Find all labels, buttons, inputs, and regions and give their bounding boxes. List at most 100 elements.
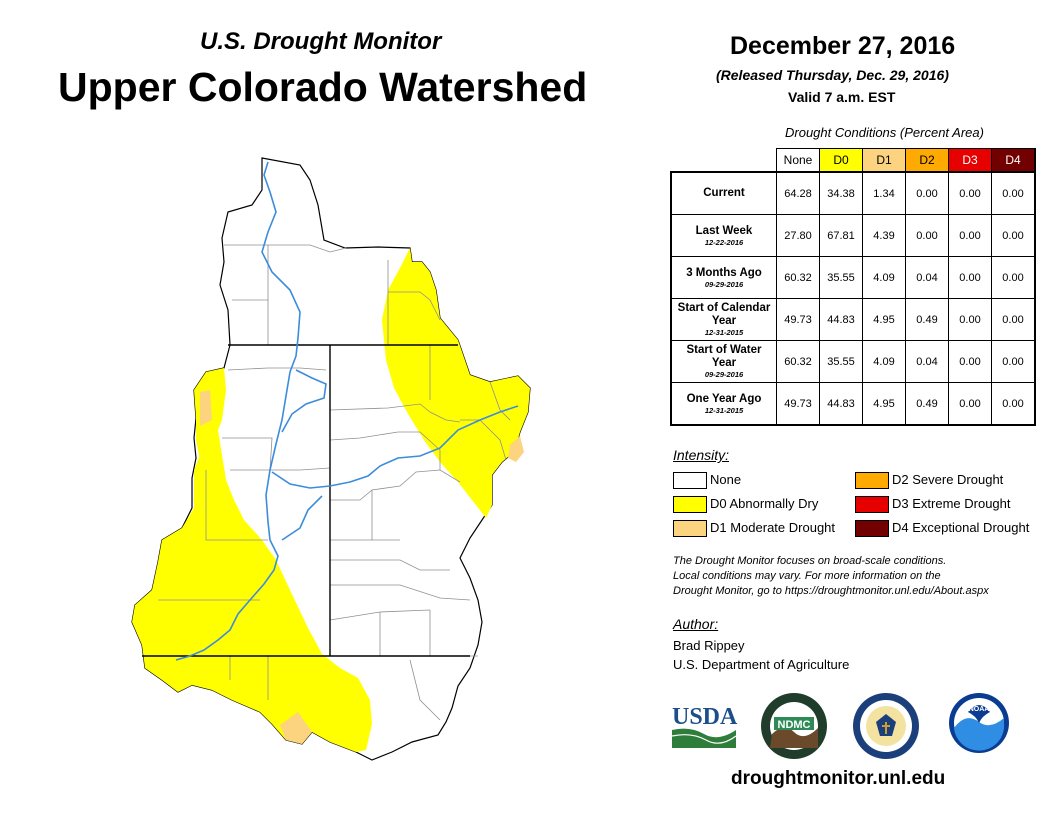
colorado-river [175, 161, 519, 661]
col-d2: D2 [905, 148, 949, 173]
table-cell: 4.39 [862, 214, 906, 257]
note-line-1: The Drought Monitor focuses on broad-sca… [673, 555, 947, 567]
note-line-2: Local conditions may vary. For more info… [673, 570, 941, 582]
svg-text:USDA: USDA [672, 704, 738, 730]
legend-swatch-d3 [855, 496, 889, 513]
table-cell: 44.83 [819, 382, 863, 426]
table-cell: 0.04 [905, 256, 949, 299]
col-d3: D3 [948, 148, 992, 173]
row-label-text: Start of Calendar Year [677, 302, 771, 327]
map-subtitle: U.S. Drought Monitor [200, 28, 442, 55]
table-cell: 0.00 [948, 340, 992, 383]
table-caption: Drought Conditions (Percent Area) [785, 125, 984, 140]
table-cell: 0.49 [905, 298, 949, 341]
table-cell: 0.00 [991, 214, 1036, 257]
table-cell: 0.00 [991, 171, 1036, 215]
row-label: 3 Months Ago 09-29-2016 [670, 256, 777, 299]
table-cell: 0.00 [991, 298, 1036, 341]
row-label-text: Start of Water Year [686, 344, 762, 369]
usda-logo: USDA [671, 704, 738, 748]
table-row: 3 Months Ago 09-29-2016 60.32 35.55 4.09 0.04… [670, 256, 1036, 299]
row-label: Start of Calendar Year 12-31-2015 [670, 298, 777, 341]
table-cell: 4.09 [862, 256, 906, 299]
row-date: 12-22-2016 [704, 237, 744, 247]
table-cell: 0.00 [948, 382, 992, 426]
map-date: December 27, 2016 [730, 32, 956, 60]
row-label-text: Current [703, 187, 745, 199]
table-cell: 60.32 [776, 340, 820, 383]
table-cell: 4.09 [862, 340, 906, 383]
table-row: Start of Calendar Year 12-31-2015 49.73 44.… [670, 298, 1036, 341]
table-cell: 4.95 [862, 298, 906, 341]
row-label: Current [670, 171, 777, 215]
row-date: 12-31-2015 [704, 328, 744, 337]
table-cell: 0.00 [991, 340, 1036, 383]
table-cell: 0.00 [991, 256, 1036, 299]
table-cell: 49.73 [776, 298, 820, 341]
state-lines [142, 344, 470, 657]
table-cell: 35.55 [819, 256, 863, 299]
legend-label-d4: D4 Exceptional Drought [892, 520, 1030, 535]
table-cell: 0.00 [905, 214, 949, 257]
table-cell: 1.34 [862, 171, 906, 215]
doc-seal-logo [853, 693, 919, 759]
table-cell: 27.80 [776, 214, 820, 257]
noaa-logo: NOAA [949, 693, 1009, 753]
legend-label-none: None [710, 472, 742, 487]
table-cell: 49.73 [776, 382, 820, 426]
footer-url[interactable]: droughtmonitor.unl.edu [731, 768, 946, 789]
legend-label-d3: D3 Extreme Drought [892, 496, 1011, 511]
table-row: Last Week 12-22-2016 27.80 67.81 4.39 0.00 0.0… [670, 214, 1036, 257]
svg-text:NOAA: NOAA [969, 706, 990, 713]
row-label: Start of Water Year 09-29-2016 [670, 340, 777, 383]
watershed-map [131, 157, 531, 761]
author-title: Author: [673, 616, 719, 632]
row-label: Last Week 12-22-2016 [670, 214, 777, 257]
table-cell: 0.04 [905, 340, 949, 383]
row-label-text: 3 Months Ago [686, 266, 762, 279]
info-note: The Drought Monitor focuses on broad-sca… [673, 554, 1043, 599]
table-cell: 4.95 [862, 382, 906, 426]
intensity-title: Intensity: [673, 447, 730, 463]
note-line-3: Drought Monitor, go to https://droughtmo… [673, 585, 989, 597]
col-d1: D1 [862, 148, 906, 173]
row-label-text: Last Week [695, 224, 753, 237]
row-date: 09-29-2016 [704, 370, 744, 379]
legend-label-d1: D1 Moderate Drought [710, 520, 836, 535]
table-cell: 0.00 [991, 382, 1036, 426]
table-row: One Year Ago 12-31-2015 49.73 44.83 4.95 0.49… [670, 382, 1036, 426]
legend-swatch-d2 [855, 472, 889, 489]
table-row: Current 64.28 34.38 1.34 0.00 0.00 0.00 [670, 171, 1036, 215]
legend-swatch-none [673, 472, 707, 489]
table-cell: 34.38 [819, 171, 863, 215]
d1-areas [200, 390, 524, 744]
row-label-text: One Year Ago [686, 392, 762, 405]
table-cell: 0.00 [948, 256, 992, 299]
legend-label-d0: D0 Abnormally Dry [710, 496, 819, 511]
map-title: Upper Colorado Watershed [58, 64, 588, 110]
table-cell: 64.28 [776, 171, 820, 215]
release-date: (Released Thursday, Dec. 29, 2016) [716, 67, 949, 83]
drought-conditions-table: None D0 D1 D2 D3 D4 Current 64.28 34.38 1.3… [670, 148, 1036, 426]
table-cell: 0.49 [905, 382, 949, 426]
valid-time: Valid 7 a.m. EST [788, 89, 896, 105]
row-label: One Year Ago 12-31-2015 [670, 382, 777, 426]
author-org: U.S. Department of Agriculture [673, 657, 850, 672]
table-cell: 0.00 [948, 214, 992, 257]
svg-text:NDMC: NDMC [778, 719, 811, 731]
row-date: 09-29-2016 [704, 279, 744, 289]
table-cell: 0.00 [948, 298, 992, 341]
author-name: Brad Rippey [673, 638, 745, 653]
col-d0: D0 [819, 148, 863, 173]
table-cell: 67.81 [819, 214, 863, 257]
row-date: 12-31-2015 [704, 405, 744, 415]
col-none: None [776, 148, 820, 173]
legend-swatch-d1 [673, 520, 707, 537]
table-row: Start of Water Year 09-29-2016 60.32 35.55 4… [670, 340, 1036, 383]
legend-swatch-d4 [855, 520, 889, 537]
table-cell: 0.00 [948, 171, 992, 215]
legend-swatch-d0 [673, 496, 707, 513]
col-d4: D4 [991, 148, 1036, 173]
table-cell: 44.83 [819, 298, 863, 341]
legend-label-d2: D2 Severe Drought [892, 472, 1004, 487]
